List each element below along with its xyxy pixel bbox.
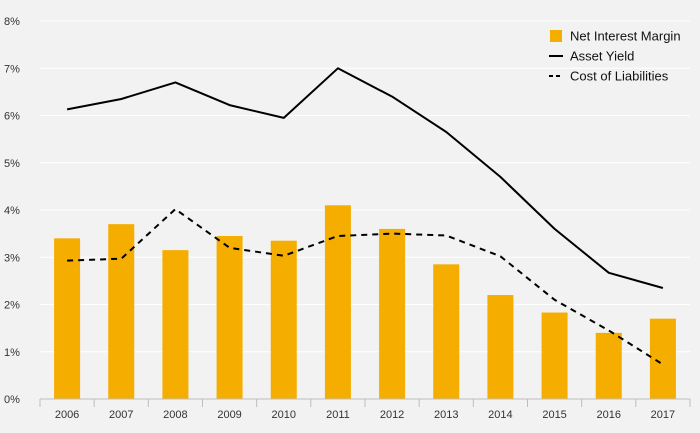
net-interest-margin-bars bbox=[54, 205, 676, 399]
y-tick-label: 6% bbox=[4, 111, 20, 123]
bar-2011 bbox=[324, 205, 351, 399]
legend: Net Interest Margin Asset Yield Cost of Li… bbox=[549, 29, 681, 84]
legend-swatch-net-interest-margin bbox=[550, 30, 562, 42]
line-series bbox=[66, 67, 664, 366]
y-tick-label: 3% bbox=[4, 252, 20, 264]
legend-label-asset-yield: Asset Yield bbox=[570, 49, 634, 64]
x-tick-label: 2008 bbox=[163, 409, 187, 421]
x-tick-label: 2007 bbox=[109, 409, 133, 421]
bar-2006 bbox=[54, 238, 81, 399]
bar-2007 bbox=[108, 224, 135, 399]
bar-2010 bbox=[270, 240, 297, 399]
bar-2017 bbox=[649, 318, 676, 399]
bar-2014 bbox=[487, 295, 514, 399]
y-tick-label: 5% bbox=[4, 158, 20, 170]
asset-yield-line bbox=[66, 67, 664, 289]
x-tick-label: 2017 bbox=[651, 409, 675, 421]
x-tick-label: 2015 bbox=[542, 409, 566, 421]
y-tick-label: 7% bbox=[4, 63, 20, 75]
bar-2015 bbox=[541, 312, 568, 399]
gridlines bbox=[40, 20, 690, 353]
y-tick-label: 8% bbox=[4, 16, 20, 28]
legend-label-net-interest-margin: Net Interest Margin bbox=[570, 29, 681, 44]
x-tick-label: 2016 bbox=[597, 409, 621, 421]
x-tick-label: 2012 bbox=[380, 409, 404, 421]
x-tick-label: 2011 bbox=[326, 409, 350, 421]
y-tick-label: 2% bbox=[4, 300, 20, 312]
x-tick-label: 2006 bbox=[55, 409, 79, 421]
x-tick-label: 2013 bbox=[434, 409, 458, 421]
legend-label-cost-of-liabilities: Cost of Liabilities bbox=[570, 69, 669, 84]
y-tick-label: 1% bbox=[4, 347, 20, 359]
y-axis-ticks: 0% 1% 2% 3% 4% 5% 6% 7% 8% bbox=[4, 16, 20, 406]
bar-2009 bbox=[216, 235, 243, 399]
x-tick-label: 2014 bbox=[488, 409, 512, 421]
x-tick-label: 2010 bbox=[272, 409, 296, 421]
bar-2012 bbox=[379, 228, 406, 399]
y-tick-label: 0% bbox=[4, 394, 20, 406]
x-axis: 2006 2007 2008 2009 2010 2011 2012 2013 2014 2015… bbox=[39, 398, 691, 421]
cost-of-liabilities-line bbox=[67, 208, 664, 366]
bar-2016 bbox=[595, 332, 622, 399]
y-tick-label: 4% bbox=[4, 205, 20, 217]
x-tick-label: 2009 bbox=[217, 409, 241, 421]
bar-2013 bbox=[433, 264, 460, 399]
bar-2008 bbox=[162, 250, 189, 399]
